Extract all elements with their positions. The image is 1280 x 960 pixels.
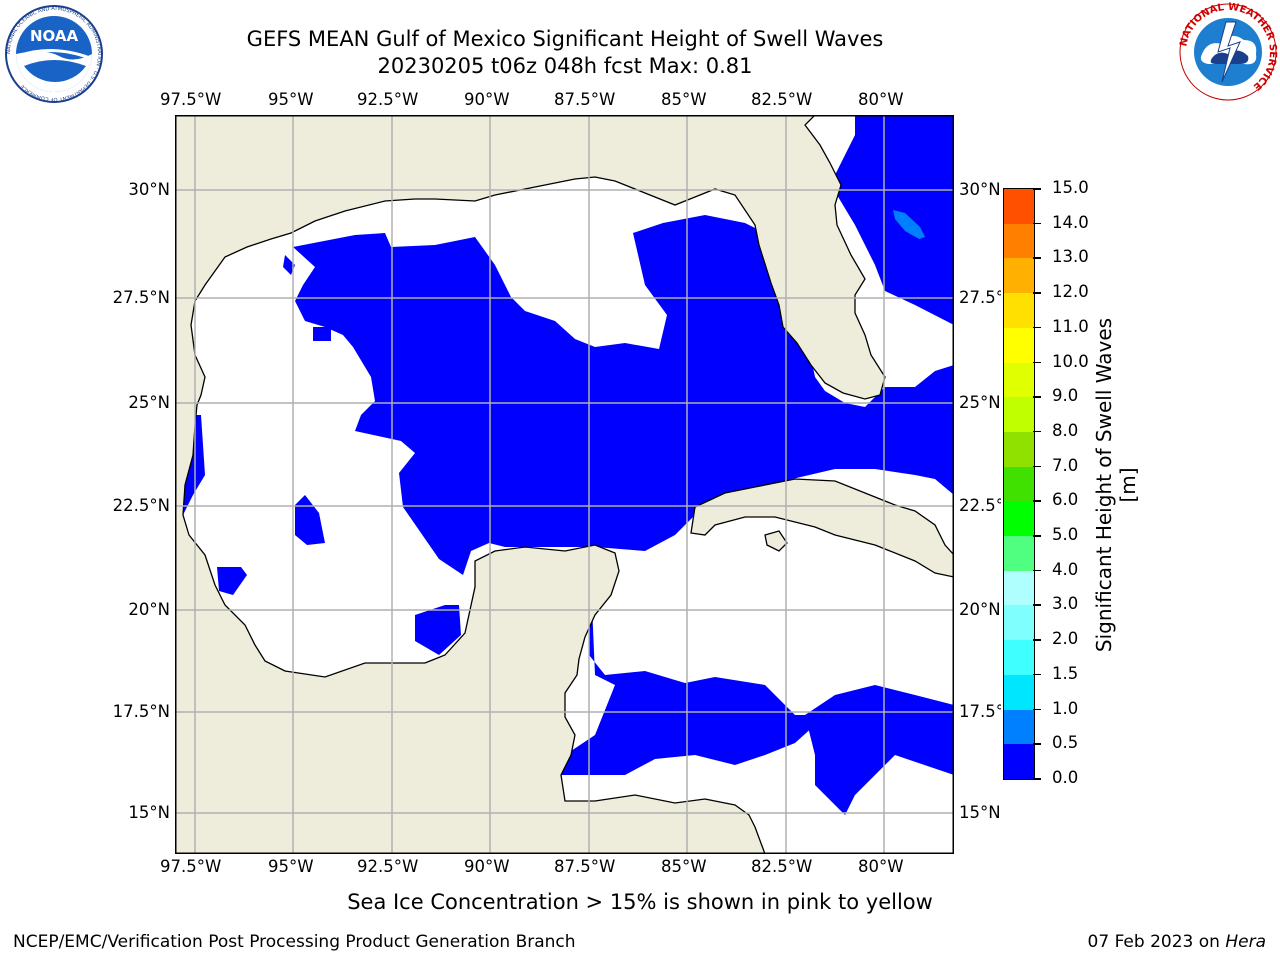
map-plot xyxy=(175,115,954,854)
colorbar-tick-mark xyxy=(1033,292,1041,294)
sea-ice-note: Sea Ice Concentration > 15% is shown in … xyxy=(347,890,933,914)
colorbar-tick-mark xyxy=(1033,778,1041,780)
colorbar-segment xyxy=(1004,397,1034,432)
colorbar-tick-label: 6.0 xyxy=(1052,490,1079,510)
colorbar-tick-mark xyxy=(1033,743,1041,745)
colorbar-segment xyxy=(1004,709,1034,745)
lon-label-bottom: 82.5°W xyxy=(751,857,813,876)
lat-label-left: 30°N xyxy=(128,180,170,199)
colorbar-tick-label: 14.0 xyxy=(1052,212,1089,232)
lon-label-top: 80°W xyxy=(858,90,904,109)
lat-label-left: 27.5°N xyxy=(112,288,170,307)
chart-title: GEFS MEAN Gulf of Mexico Significant Hei… xyxy=(246,27,884,51)
lat-label-right: 30°N xyxy=(959,180,1001,199)
colorbar-segment xyxy=(1004,327,1034,363)
colorbar-tick-mark xyxy=(1033,639,1041,641)
colorbar-tick-mark xyxy=(1033,569,1041,572)
map-frame xyxy=(175,115,954,854)
colorbar-tick-label: 7.0 xyxy=(1052,455,1079,475)
lon-label-top: 85°W xyxy=(661,90,707,109)
lon-label-bottom: 95°W xyxy=(268,857,314,876)
lat-label-right: 25°N xyxy=(959,393,1001,412)
lon-label-top: 97.5°W xyxy=(160,90,222,109)
colorbar-tick-label: 3.0 xyxy=(1052,594,1079,614)
colorbar-segment xyxy=(1004,293,1034,328)
colorbar-tick-mark xyxy=(1033,465,1041,468)
colorbar xyxy=(1003,188,1035,780)
colorbar-tick-label: 0.0 xyxy=(1052,768,1079,787)
colorbar-tick-label: 9.0 xyxy=(1052,386,1079,406)
lon-label-bottom: 80°W xyxy=(858,857,904,876)
colorbar-segment xyxy=(1004,536,1034,571)
colorbar-segment xyxy=(1004,640,1034,675)
colorbar-tick-mark xyxy=(1033,708,1041,711)
lon-label-bottom: 87.5°W xyxy=(554,857,616,876)
colorbar-tick-mark xyxy=(1033,257,1041,259)
colorbar-tick-label: 10.0 xyxy=(1052,351,1089,371)
colorbar-segment xyxy=(1004,223,1034,259)
colorbar-segment xyxy=(1004,258,1034,294)
lon-label-top: 90°W xyxy=(464,90,510,109)
colorbar-tick-mark xyxy=(1033,500,1041,502)
colorbar-segment xyxy=(1004,466,1034,502)
colorbar-segment xyxy=(1004,605,1034,641)
nws-logo: NATIONAL WEATHER SERVICE xyxy=(1178,2,1278,101)
lon-label-top: 87.5°W xyxy=(554,90,616,109)
footer-credit: NCEP/EMC/Verification Post Processing Pr… xyxy=(13,932,576,952)
colorbar-label: Significant Height of Swell Waves [m] xyxy=(1092,317,1140,653)
colorbar-ticks: 0.0 0.5 1.0 1.5 2.0 3.0 4.0 5.0 6.0 7.0 8.0 9.0 10.0… xyxy=(1033,178,1106,787)
colorbar-segment xyxy=(1004,501,1034,537)
lon-label-top: 95°W xyxy=(268,90,314,109)
footer-date: 07 Feb 2023 on Hera xyxy=(1087,932,1266,952)
colorbar-tick-mark xyxy=(1033,396,1041,398)
colorbar-tick-mark xyxy=(1033,535,1041,537)
colorbar-segment xyxy=(1004,674,1034,710)
colorbar-tick-label: 5.0 xyxy=(1052,525,1079,545)
lon-label-bottom: 97.5°W xyxy=(160,857,222,876)
chart-subtitle: 20230205 t06z 048h fcst Max: 0.81 xyxy=(377,54,753,78)
lat-label-right: 15°N xyxy=(959,803,1001,822)
noaa-logo: NOAA NATIONAL OCEANIC AND ATMOSPHERIC AD… xyxy=(5,5,103,103)
colorbar-tick-mark xyxy=(1033,222,1041,225)
lat-label-right: 17.5°N xyxy=(959,702,1001,721)
colorbar-segment xyxy=(1004,570,1034,606)
colorbar-tick-mark xyxy=(1033,430,1041,433)
colorbar-tick-mark xyxy=(1033,361,1041,364)
lat-label-left: 15°N xyxy=(128,803,170,822)
colorbar-segment xyxy=(1004,189,1034,224)
colorbar-tick-label: 12.0 xyxy=(1052,282,1089,302)
colorbar-tick-mark xyxy=(1033,188,1041,190)
lat-label-left: 20°N xyxy=(128,600,170,619)
lat-label-left: 17.5°N xyxy=(112,702,170,721)
colorbar-tick-label: 4.0 xyxy=(1052,559,1079,579)
lat-label-left: 25°N xyxy=(128,393,170,412)
lon-label-bottom: 92.5°W xyxy=(357,857,419,876)
footer-host: Hera xyxy=(1225,932,1266,952)
colorbar-tick-label: 11.0 xyxy=(1052,316,1089,336)
noaa-logo-text: NOAA xyxy=(30,27,79,45)
colorbar-tick-mark xyxy=(1033,673,1041,676)
colorbar-tick-mark xyxy=(1033,604,1041,606)
lon-label-top: 92.5°W xyxy=(357,90,419,109)
colorbar-tick-mark xyxy=(1033,326,1041,329)
colorbar-tick-label: 1.0 xyxy=(1052,698,1079,718)
lat-label-left: 22.5°N xyxy=(112,496,170,515)
colorbar-tick-label: 1.5 xyxy=(1052,663,1079,683)
colorbar-tick-label: 13.0 xyxy=(1052,247,1089,267)
colorbar-segment xyxy=(1004,362,1034,398)
colorbar-tick-label: 15.0 xyxy=(1052,178,1089,197)
lon-label-top: 82.5°W xyxy=(751,90,813,109)
colorbar-segment xyxy=(1004,431,1034,467)
land-mass xyxy=(175,115,954,854)
lat-label-right: 27.5°N xyxy=(959,288,1001,307)
graticule xyxy=(175,115,954,854)
colorbar-tick-label: 2.0 xyxy=(1052,629,1079,649)
lat-label-right: 20°N xyxy=(959,600,1001,619)
lat-label-right: 22.5°N xyxy=(959,496,1001,515)
lon-label-bottom: 90°W xyxy=(464,857,510,876)
colorbar-tick-label: 8.0 xyxy=(1052,420,1079,440)
colorbar-segment xyxy=(1004,744,1034,779)
colorbar-tick-label: 0.5 xyxy=(1052,733,1079,753)
lon-label-bottom: 85°W xyxy=(661,857,707,876)
